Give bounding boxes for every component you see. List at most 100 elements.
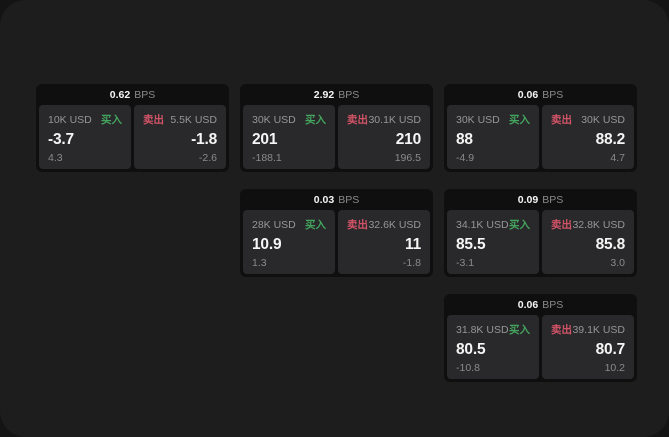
sell-panel[interactable]: 卖出 30K USD 88.2 4.7 (542, 105, 634, 169)
buy-panel-top: 30K USD 买入 (252, 112, 326, 127)
price-card: 0.62 BPS 10K USD 买入 -3.7 4.3 卖出 5.5K USD… (36, 84, 229, 172)
buy-tag: 买入 (509, 114, 530, 126)
buy-panel-top: 30K USD 买入 (456, 112, 530, 127)
bps-unit: BPS (542, 193, 564, 206)
sell-panel-top: 卖出 5.5K USD (143, 112, 217, 127)
sell-tag: 卖出 (347, 219, 368, 231)
buy-sub-value: -4.9 (456, 151, 475, 164)
sell-tag: 卖出 (143, 114, 164, 126)
buy-price: -3.7 (48, 131, 74, 148)
price-card: 0.09 BPS 34.1K USD 买入 85.5 -3.1 卖出 32.8K… (444, 189, 637, 277)
buy-panel-top: 31.8K USD 买入 (456, 322, 530, 337)
bps-unit: BPS (338, 88, 360, 101)
sell-sub-value: -2.6 (198, 151, 217, 164)
sell-tag: 卖出 (551, 324, 572, 336)
sell-panel[interactable]: 卖出 30.1K USD 210 196.5 (338, 105, 430, 169)
buy-price: 80.5 (456, 341, 486, 358)
price-card: 2.92 BPS 30K USD 买入 201 -188.1 卖出 30.1K … (240, 84, 433, 172)
buy-panel-top: 34.1K USD 买入 (456, 217, 530, 232)
buy-price: 201 (252, 131, 278, 148)
sell-amount: 30K USD (581, 113, 625, 126)
sell-tag: 卖出 (551, 114, 572, 126)
bps-value: 0.03 (313, 193, 335, 206)
sell-price: 85.8 (595, 236, 626, 253)
bps-value: 2.92 (313, 88, 335, 101)
card-panels: 30K USD 买入 88 -4.9 卖出 30K USD 88.2 4.7 (444, 105, 637, 172)
buy-panel[interactable]: 30K USD 买入 201 -188.1 (243, 105, 335, 169)
buy-sub-value: 1.3 (252, 256, 267, 269)
buy-amount: 31.8K USD (456, 323, 509, 336)
sell-panel[interactable]: 卖出 32.6K USD 11 -1.8 (338, 210, 430, 274)
sell-amount: 32.6K USD (368, 218, 421, 231)
buy-panel[interactable]: 34.1K USD 买入 85.5 -3.1 (447, 210, 539, 274)
bps-unit: BPS (542, 298, 564, 311)
sell-tag: 卖出 (551, 219, 572, 231)
sell-price: 88.2 (595, 131, 626, 148)
bps-value: 0.06 (517, 298, 539, 311)
bps-unit: BPS (134, 88, 156, 101)
cards-grid: 0.62 BPS 10K USD 买入 -3.7 4.3 卖出 5.5K USD… (36, 84, 637, 382)
sell-tag: 卖出 (347, 114, 368, 126)
buy-amount: 28K USD (252, 218, 296, 231)
buy-panel[interactable]: 28K USD 买入 10.9 1.3 (243, 210, 335, 274)
sell-panel[interactable]: 卖出 5.5K USD -1.8 -2.6 (134, 105, 226, 169)
price-card: 0.06 BPS 30K USD 买入 88 -4.9 卖出 30K USD 8… (444, 84, 637, 172)
card-panels: 28K USD 买入 10.9 1.3 卖出 32.6K USD 11 -1.8 (240, 210, 433, 277)
card-panels: 31.8K USD 买入 80.5 -10.8 卖出 39.1K USD 80.… (444, 315, 637, 382)
sell-panel-top: 卖出 32.6K USD (347, 217, 421, 232)
bps-value: 0.06 (517, 88, 539, 101)
card-bps-header: 0.62 BPS (36, 84, 229, 105)
price-card: 0.06 BPS 31.8K USD 买入 80.5 -10.8 卖出 39.1… (444, 294, 637, 382)
buy-amount: 30K USD (252, 113, 296, 126)
buy-tag: 买入 (101, 114, 122, 126)
buy-amount: 30K USD (456, 113, 500, 126)
sell-price: 80.7 (595, 341, 626, 358)
card-bps-header: 0.06 BPS (444, 294, 637, 315)
sell-panel-top: 卖出 39.1K USD (551, 322, 625, 337)
card-bps-header: 0.09 BPS (444, 189, 637, 210)
buy-price: 10.9 (252, 236, 282, 253)
buy-panel-top: 28K USD 买入 (252, 217, 326, 232)
sell-price: 210 (395, 131, 421, 148)
card-panels: 10K USD 买入 -3.7 4.3 卖出 5.5K USD -1.8 -2.… (36, 105, 229, 172)
sell-sub-value: 10.2 (604, 361, 625, 374)
buy-price: 88 (456, 131, 473, 148)
buy-panel[interactable]: 30K USD 买入 88 -4.9 (447, 105, 539, 169)
sell-panel[interactable]: 卖出 32.8K USD 85.8 3.0 (542, 210, 634, 274)
bps-unit: BPS (338, 193, 360, 206)
buy-price: 85.5 (456, 236, 486, 253)
card-panels: 30K USD 买入 201 -188.1 卖出 30.1K USD 210 1… (240, 105, 433, 172)
card-bps-header: 0.06 BPS (444, 84, 637, 105)
bps-value: 0.09 (517, 193, 539, 206)
buy-panel-top: 10K USD 买入 (48, 112, 122, 127)
sell-amount: 39.1K USD (572, 323, 625, 336)
buy-panel[interactable]: 31.8K USD 买入 80.5 -10.8 (447, 315, 539, 379)
sell-price: 11 (405, 236, 421, 253)
sell-panel-top: 卖出 30.1K USD (347, 112, 421, 127)
buy-sub-value: -10.8 (456, 361, 480, 374)
sell-sub-value: 4.7 (610, 151, 625, 164)
buy-tag: 买入 (509, 219, 530, 231)
sell-sub-value: 3.0 (610, 256, 625, 269)
buy-sub-value: -188.1 (252, 151, 282, 164)
sell-panel-top: 卖出 32.8K USD (551, 217, 625, 232)
buy-tag: 买入 (509, 324, 530, 336)
price-card: 0.03 BPS 28K USD 买入 10.9 1.3 卖出 32.6K US… (240, 189, 433, 277)
buy-sub-value: -3.1 (456, 256, 475, 269)
sell-sub-value: -1.8 (402, 256, 421, 269)
sell-amount: 32.8K USD (572, 218, 625, 231)
buy-amount: 10K USD (48, 113, 92, 126)
bps-unit: BPS (542, 88, 564, 101)
card-panels: 34.1K USD 买入 85.5 -3.1 卖出 32.8K USD 85.8… (444, 210, 637, 277)
buy-amount: 34.1K USD (456, 218, 509, 231)
sell-price: -1.8 (191, 131, 217, 148)
sell-sub-value: 196.5 (394, 151, 421, 164)
card-bps-header: 0.03 BPS (240, 189, 433, 210)
buy-panel[interactable]: 10K USD 买入 -3.7 4.3 (39, 105, 131, 169)
buy-sub-value: 4.3 (48, 151, 63, 164)
sell-panel[interactable]: 卖出 39.1K USD 80.7 10.2 (542, 315, 634, 379)
sell-amount: 30.1K USD (368, 113, 421, 126)
buy-tag: 买入 (305, 219, 326, 231)
sell-amount: 5.5K USD (170, 113, 217, 126)
